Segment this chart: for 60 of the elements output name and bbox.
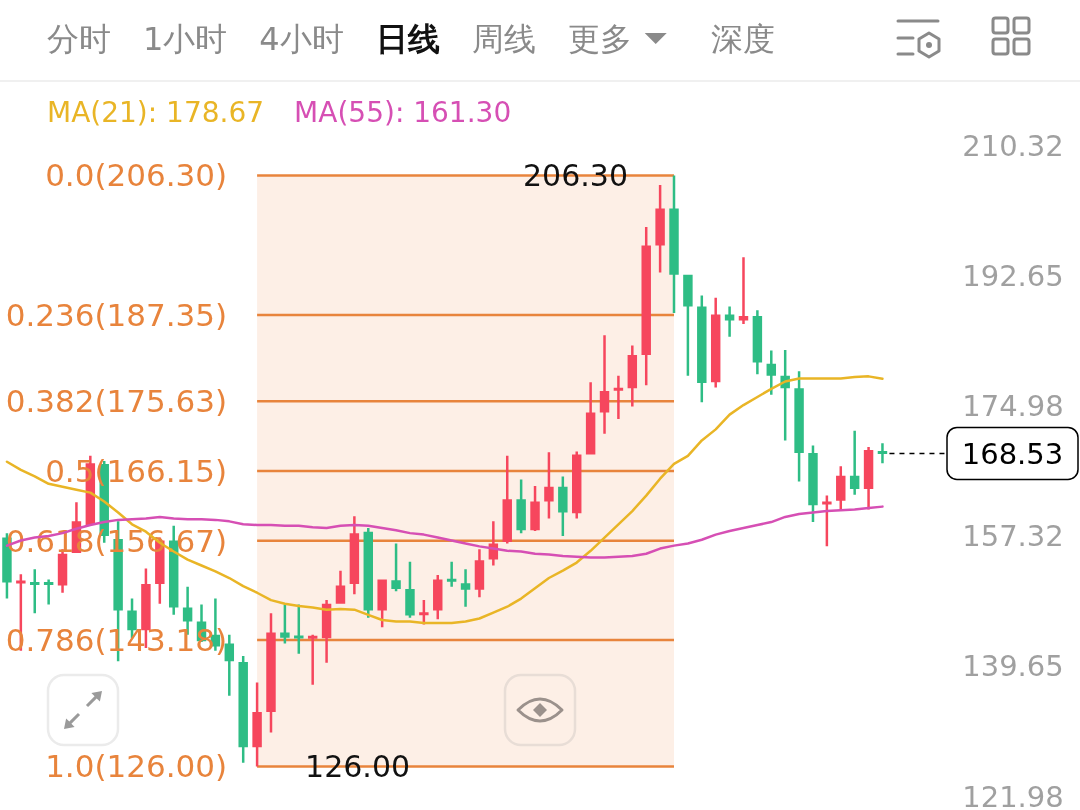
candlestick: [391, 543, 401, 592]
y-tick-label: 192.65: [962, 259, 1064, 294]
candlestick: [530, 486, 540, 531]
candlestick: [599, 335, 610, 434]
candlestick: [433, 575, 443, 620]
candlestick: [863, 447, 874, 510]
candlestick: [724, 306, 735, 337]
candlestick: [669, 175, 679, 314]
candlestick: [474, 549, 485, 598]
candlestick: [752, 310, 763, 375]
candlestick: [697, 295, 707, 403]
candlestick: [446, 561, 457, 587]
candlestick: [738, 257, 749, 325]
candlestick: [683, 274, 693, 376]
series-name: MA(21): 178.67: [47, 96, 265, 129]
candlestick: [266, 613, 276, 733]
candlestick: [377, 579, 387, 628]
candlestick: [794, 371, 804, 482]
candlestick: [252, 682, 262, 767]
candlestick: [335, 570, 346, 604]
candlestick: [280, 604, 290, 644]
candlestick: [613, 375, 624, 420]
candlestick: [585, 382, 596, 455]
candlestick: [849, 430, 860, 495]
y-tick-label: 139.65: [962, 649, 1064, 684]
candlestick: [238, 656, 248, 763]
candlestick: [766, 350, 777, 395]
candlestick: [502, 455, 512, 544]
candlestick: [516, 479, 526, 534]
ref-line-label: 168.53: [961, 436, 1064, 471]
candlestick: [363, 527, 373, 618]
candlestick: [349, 516, 360, 595]
candlestick: [808, 445, 818, 523]
y-tick-label: 157.32: [962, 519, 1064, 554]
candlestick: [307, 634, 318, 685]
line-series: [5, 375, 884, 625]
candlestick: [641, 226, 651, 386]
candlestick: [30, 569, 40, 614]
candlestick: [877, 443, 888, 464]
candlestick: [572, 451, 582, 519]
ref-line-label: 0.0(206.30): [45, 157, 228, 194]
ref-line-label: 0.236(187.35): [5, 296, 228, 333]
ref-line-label: 1.0(126.00): [45, 748, 228, 785]
candlestick: [43, 579, 54, 605]
y-tick-label: 210.32: [962, 129, 1064, 164]
candlestick: [405, 561, 415, 618]
y-tick-label: 174.98: [962, 389, 1064, 424]
candlestick: [460, 569, 471, 607]
candlestick: [655, 185, 665, 273]
text: 分时 1小时 4小时 日线 周线 更多 深度: [47, 20, 775, 58]
ref-line-label: 0.382(175.63): [5, 383, 228, 420]
candlestick: [558, 476, 568, 537]
candlestick: [321, 600, 332, 663]
candlestick: [544, 452, 554, 519]
series-name: MA(55): 161.30: [294, 96, 512, 129]
candlestick: [224, 634, 235, 696]
candlestick: [627, 345, 638, 407]
candlestick: [836, 466, 846, 511]
candlestick: [710, 297, 721, 388]
y-tick-label: 121.98: [962, 779, 1064, 810]
